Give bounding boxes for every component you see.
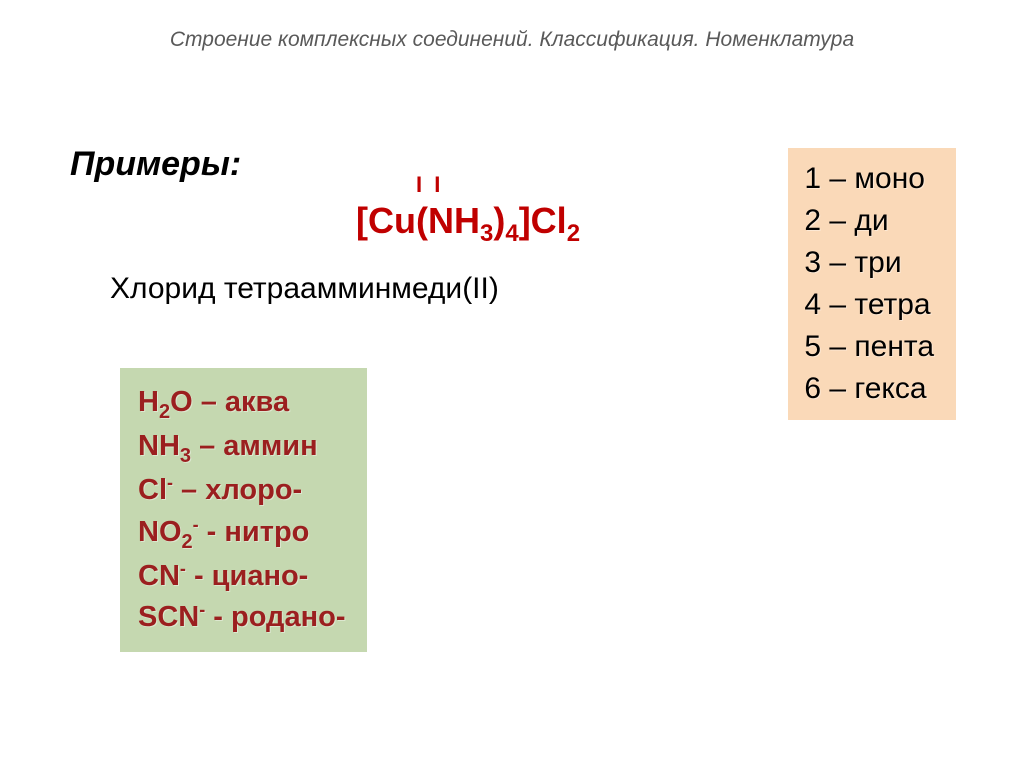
complex-formula-block: I I [Cu(NH3)4]Cl2 — [356, 200, 580, 248]
formula-sub: 2 — [567, 220, 580, 247]
ligand-line: NO2- - нитро — [138, 512, 345, 556]
ligand-line: CN- - циано- — [138, 556, 345, 597]
prefix-line: 3 – три — [804, 242, 934, 284]
formula-part: [Cu(NH — [356, 200, 480, 241]
ligand-line: NH3 – аммин — [138, 426, 345, 470]
formula-part: ]Cl — [519, 200, 567, 241]
prefix-line: 5 – пента — [804, 326, 934, 368]
slide-title: Строение комплексных соединений. Классиф… — [0, 0, 1024, 52]
prefix-line: 2 – ди — [804, 200, 934, 242]
ligand-line: SCN- - родано- — [138, 597, 345, 638]
ligand-line: Cl- – хлоро- — [138, 470, 345, 511]
prefix-line: 4 – тетра — [804, 284, 934, 326]
oxidation-state: I I — [416, 172, 443, 198]
compound-name: Хлорид тетраамминмеди(II) — [110, 272, 499, 306]
prefix-line: 6 – гекса — [804, 368, 934, 410]
formula-sub: 3 — [480, 220, 493, 247]
prefix-box: 1 – моно2 – ди3 – три4 – тетра5 – пента6… — [788, 148, 956, 420]
complex-formula: [Cu(NH3)4]Cl2 — [356, 200, 580, 248]
examples-heading: Примеры: — [70, 145, 241, 184]
ligand-line: H2O – аква — [138, 382, 345, 426]
ligand-box: H2O – акваNH3 – амминCl- – хлоро-NO2- - … — [120, 368, 367, 652]
formula-part: ) — [493, 200, 505, 241]
formula-sub: 4 — [505, 220, 518, 247]
prefix-line: 1 – моно — [804, 158, 934, 200]
